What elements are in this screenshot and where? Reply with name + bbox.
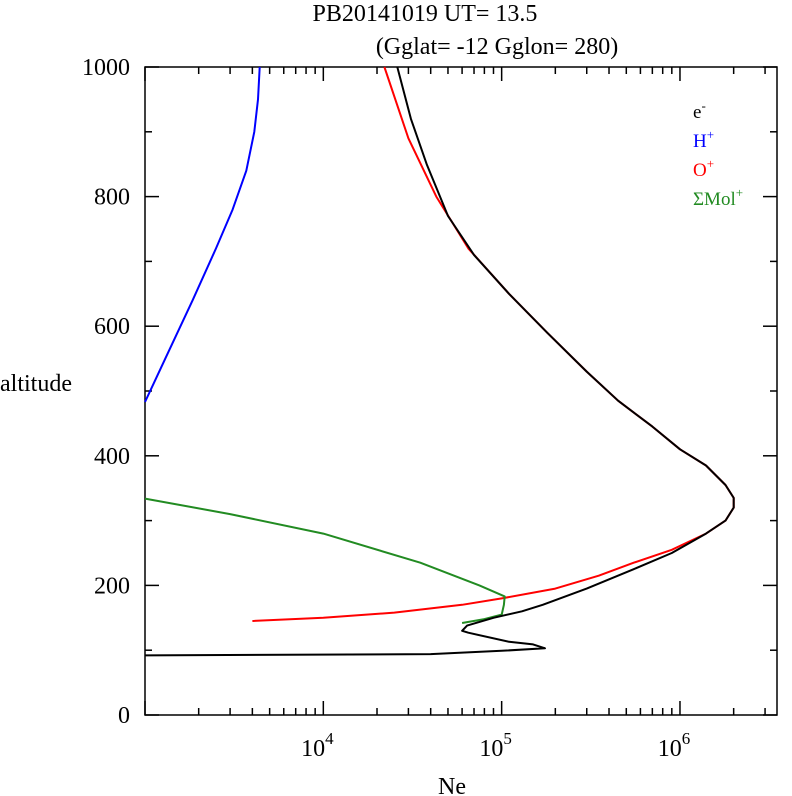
plot-frame	[144, 66, 778, 716]
series-lines	[144, 66, 735, 657]
series-line-2	[252, 66, 735, 622]
legend-entry-1: H+	[693, 127, 714, 152]
y-tick-label: 600	[94, 314, 130, 340]
x-tick-label: 106	[658, 729, 691, 762]
x-axis-label: Ne	[438, 774, 466, 796]
chart-title-line1: PB20141019 UT= 13.5	[313, 1, 538, 27]
legend-entry-0: e-	[693, 98, 706, 123]
y-axis-label: altitude	[0, 371, 72, 397]
legend: e- H+ O+ ΣMol+	[693, 98, 743, 210]
y-axis-ticks: 0 200 400 600 800 1000	[82, 55, 777, 729]
y-tick-label: 800	[94, 185, 130, 211]
chart-title-line2: (Gglat= -12 Gglon= 280)	[376, 34, 618, 60]
y-tick-label: 400	[94, 444, 130, 470]
x-tick-label: 105	[479, 729, 512, 762]
x-axis-ticks: 104 105 106	[144, 67, 766, 762]
series-line-1	[144, 66, 261, 403]
legend-entry-3: ΣMol+	[693, 185, 743, 210]
x-tick-label: 104	[301, 729, 334, 762]
legend-entry-2: O+	[693, 156, 714, 181]
series-line-3	[144, 497, 506, 624]
series-line-0	[144, 66, 735, 657]
y-tick-label: 200	[94, 573, 130, 599]
y-tick-label: 0	[118, 703, 130, 729]
y-tick-label: 1000	[82, 55, 130, 81]
